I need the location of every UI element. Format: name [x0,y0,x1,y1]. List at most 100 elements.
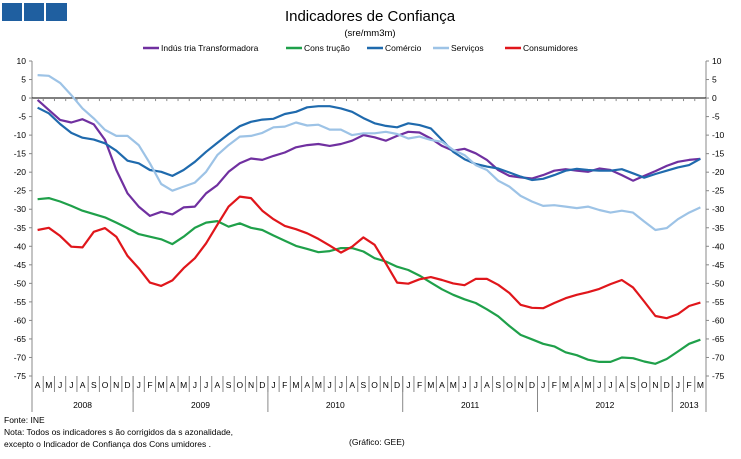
month-label: O [237,380,244,390]
y-tick-label-right: -45 [712,260,725,270]
y-tick-label-left: -75 [14,371,27,381]
y-tick-label-right: 10 [712,56,722,66]
month-label: S [226,380,232,390]
month-label: D [664,380,670,390]
month-label: M [315,380,322,390]
month-label: M [158,380,165,390]
y-tick-label-left: -15 [14,149,27,159]
y-tick-label-left: -10 [14,130,27,140]
y-tick-label-right: -20 [712,167,725,177]
month-label: A [349,380,355,390]
month-label: O [371,380,378,390]
chart-subtitle: (sre/mm3m) [344,28,395,39]
month-label: J [406,380,410,390]
month-label: D [124,380,130,390]
y-tick-label-left: -25 [14,186,27,196]
month-label: F [147,380,152,390]
logo-square [46,3,67,21]
month-label: A [574,380,580,390]
month-label: J [193,380,197,390]
month-label: M [562,380,569,390]
month-label: J [597,380,601,390]
y-tick-label-left: 5 [21,75,26,85]
month-label: J [58,380,62,390]
y-tick-label-right: -70 [712,352,725,362]
month-label: N [248,380,254,390]
month-label: J [474,380,478,390]
month-label: A [215,380,221,390]
legend-label: Comércio [385,43,422,53]
year-label: 2008 [73,400,92,410]
month-label: F [687,380,692,390]
month-label: D [394,380,400,390]
y-tick-label-left: -40 [14,241,27,251]
month-label: J [204,380,208,390]
y-tick-label-left: -70 [14,352,27,362]
y-tick-label-right: -35 [712,223,725,233]
series-line-0 [38,100,701,216]
month-label: J [328,380,332,390]
legend: Indús tria Transformadora Cons trução Comé… [143,43,578,53]
y-tick-label-left: 10 [17,56,27,66]
legend-label: Cons trução [304,43,350,53]
y-tick-label-right: -5 [712,112,720,122]
month-label: S [630,380,636,390]
legend-label: Indús tria Transformadora [161,43,259,53]
month-label: F [282,380,287,390]
month-label: J [608,380,612,390]
y-tick-label-right: -40 [712,241,725,251]
chart-title: Indicadores de Confiança [285,8,456,25]
y-tick-label-right: -65 [712,334,725,344]
year-label: 2011 [461,400,480,410]
series-lines [38,75,701,364]
month-label: M [697,380,704,390]
y-tick-label-left: -30 [14,204,27,214]
y-tick-label-right: 0 [712,93,717,103]
month-label: M [292,380,299,390]
month-label: S [91,380,97,390]
month-label: A [619,380,625,390]
month-label: O [506,380,513,390]
month-label: J [676,380,680,390]
y-tick-label-right: 5 [712,75,717,85]
y-tick-label-left: -45 [14,260,27,270]
year-label: 2010 [326,400,345,410]
footer-credit: (Gráfico: GEE) [349,437,405,447]
y-tick-label-left: -35 [14,223,27,233]
y-tick-label-right: -75 [712,371,725,381]
y-tick-label-left: -20 [14,167,27,177]
y-tick-label-right: -10 [712,130,725,140]
year-label: 2012 [595,400,614,410]
month-label: A [170,380,176,390]
y-tick-label-left: -60 [14,315,27,325]
month-label: J [271,380,275,390]
month-label: M [427,380,434,390]
footer-source: Fonte: INE [4,415,45,425]
month-label: F [417,380,422,390]
y-tick-label-left: -55 [14,297,27,307]
year-label: 2009 [191,400,210,410]
month-label: A [304,380,310,390]
month-label: S [495,380,501,390]
month-label: O [641,380,648,390]
logo-square [2,3,22,21]
legend-label: Consumidores [523,43,578,53]
month-label: N [518,380,524,390]
month-label: A [35,380,41,390]
month-label: M [180,380,187,390]
footer-note-2: excepto o Indicador de Confiança dos Con… [4,439,211,449]
logo-square [24,3,44,21]
y-tick-label-left: -65 [14,334,27,344]
month-label: J [541,380,545,390]
month-label: J [339,380,343,390]
month-label: D [259,380,265,390]
month-label: A [439,380,445,390]
y-tick-label-right: -15 [712,149,725,159]
month-label: A [484,380,490,390]
month-label: M [450,380,457,390]
y-tick-label-left: -5 [18,112,26,122]
y-tick-label-right: -60 [712,315,725,325]
y-tick-label-right: -25 [712,186,725,196]
month-label: D [529,380,535,390]
